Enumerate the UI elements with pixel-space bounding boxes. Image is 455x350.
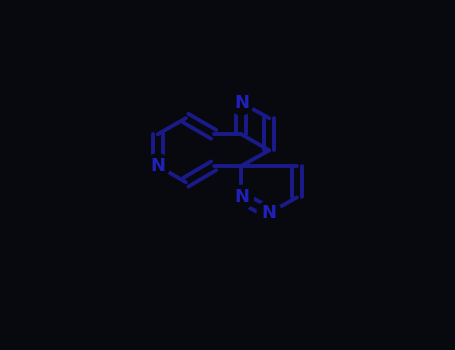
Circle shape (229, 186, 253, 209)
Circle shape (229, 91, 253, 115)
Text: N: N (150, 157, 165, 175)
Circle shape (257, 201, 281, 225)
Circle shape (146, 154, 170, 178)
Text: N: N (234, 94, 249, 112)
Text: N: N (262, 204, 277, 222)
Text: N: N (234, 188, 249, 206)
